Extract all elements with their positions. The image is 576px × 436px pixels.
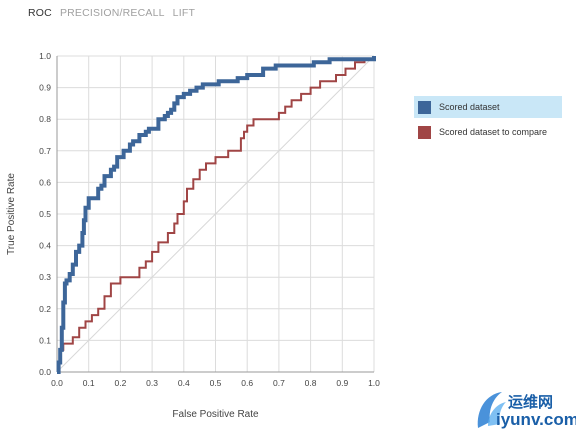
- y-tick-label: 0.6: [39, 177, 51, 187]
- legend: Scored dataset Scored dataset to compare: [414, 96, 562, 146]
- y-tick-label: 0.4: [39, 241, 51, 251]
- x-tick-label: 0.0: [51, 378, 63, 388]
- tab-lift[interactable]: LIFT: [172, 7, 196, 19]
- legend-label: Scored dataset to compare: [439, 127, 548, 137]
- x-tick-label: 0.7: [273, 378, 285, 388]
- watermark-url: iyunv.com: [496, 410, 576, 429]
- legend-label: Scored dataset: [439, 102, 500, 112]
- legend-swatch: [418, 125, 431, 139]
- y-tick-label: 0.0: [39, 367, 51, 377]
- y-tick-label: 0.2: [39, 304, 51, 314]
- y-tick-label: 1.0: [39, 51, 51, 61]
- x-axis-label: False Positive Rate: [172, 409, 259, 420]
- roc-chart: 0.0 0.1 0.2 0.3 0.4 0.5 0.6 0.7 0.8 0.9 1.0 0.0 0.1…: [6, 51, 380, 420]
- y-tick-labels: 0.0 0.1 0.2 0.3 0.4 0.5 0.6 0.7 0.8 0.9 1.0: [39, 51, 51, 377]
- y-tick-label: 0.3: [39, 272, 51, 282]
- watermark-text: 运维网: [508, 394, 554, 411]
- y-tick-label: 0.5: [39, 209, 51, 219]
- grid: [56, 55, 375, 373]
- legend-swatch: [418, 100, 431, 114]
- x-tick-label: 0.6: [241, 378, 253, 388]
- watermark-logo-icon: [477, 392, 506, 428]
- x-tick-label: 0.5: [210, 378, 222, 388]
- x-tick-label: 0.8: [305, 378, 317, 388]
- x-tick-label: 0.1: [83, 378, 95, 388]
- y-tick-label: 0.9: [39, 83, 51, 93]
- x-tick-label: 0.2: [114, 378, 126, 388]
- tab-precision-recall[interactable]: PRECISION/RECALL: [59, 7, 165, 19]
- series-line-scored-dataset: [56, 56, 376, 374]
- diagonal-reference-line: [56, 55, 375, 373]
- x-tick-label: 0.9: [336, 378, 348, 388]
- series-lines: [56, 56, 376, 374]
- chart-tabs: ROC PRECISION/RECALL LIFT: [28, 7, 195, 19]
- x-tick-labels: 0.0 0.1 0.2 0.3 0.4 0.5 0.6 0.7 0.8 0.9 1.0: [51, 378, 380, 388]
- x-tick-label: 0.3: [146, 378, 158, 388]
- x-tick-label: 1.0: [368, 378, 380, 388]
- y-tick-label: 0.7: [39, 146, 51, 156]
- series-line-scored-dataset-to-compare: [57, 56, 375, 373]
- y-tick-label: 0.8: [39, 114, 51, 124]
- legend-item-scored-dataset[interactable]: Scored dataset: [414, 96, 562, 118]
- y-axis-label: True Positive Rate: [6, 173, 17, 255]
- x-tick-label: 0.4: [178, 378, 190, 388]
- legend-item-scored-dataset-to-compare[interactable]: Scored dataset to compare: [414, 121, 562, 143]
- y-tick-label: 0.1: [39, 335, 51, 345]
- tab-roc[interactable]: ROC: [28, 7, 52, 19]
